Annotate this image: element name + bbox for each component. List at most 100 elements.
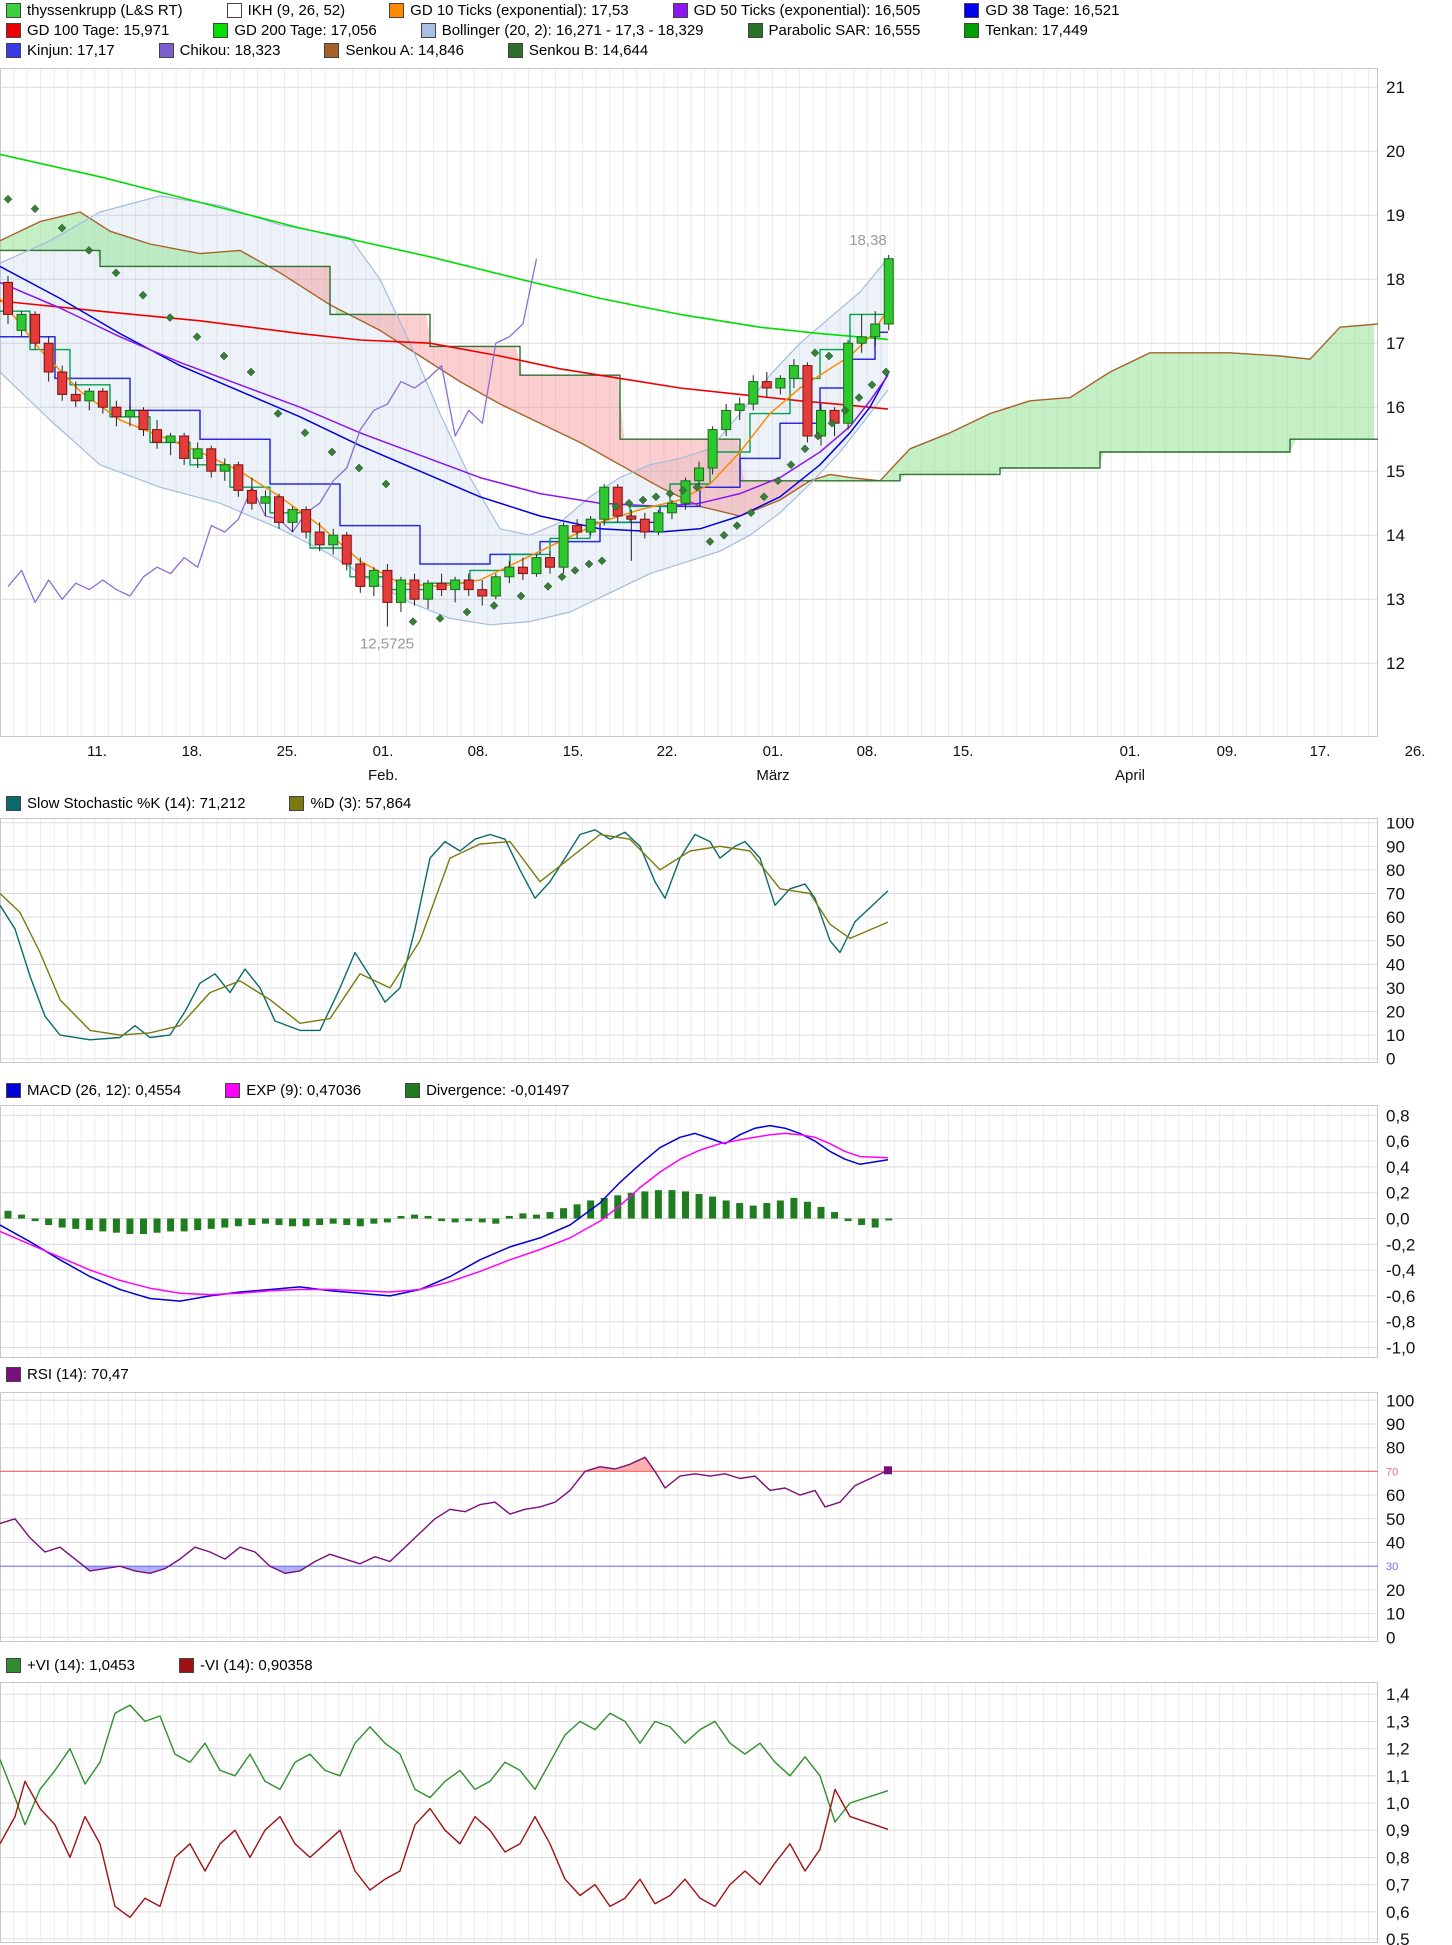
macd-legend-item: EXP (9): 0,47036 — [225, 1082, 361, 1099]
svg-text:-0,6: -0,6 — [1386, 1287, 1415, 1306]
main-legend-item: GD 10 Ticks (exponential): 17,53 — [389, 2, 629, 19]
svg-text:0,6: 0,6 — [1386, 1132, 1410, 1151]
svg-text:13: 13 — [1386, 590, 1405, 609]
vortex-legend-item: -VI (14): 0,90358 — [179, 1657, 313, 1674]
svg-text:22.: 22. — [657, 743, 678, 760]
main-legend-item: Tenkan: 17,449 — [964, 22, 1088, 39]
main-legend-item: Senkou B: 14,644 — [507, 42, 649, 59]
legend-label: %D (3): 57,864 — [310, 795, 412, 812]
svg-text:70: 70 — [1386, 885, 1405, 904]
svg-text:30: 30 — [1386, 979, 1405, 998]
svg-text:20: 20 — [1386, 142, 1405, 161]
svg-text:0,9: 0,9 — [1386, 1821, 1410, 1840]
vortex-legend: +VI (14): 1,0453 -VI (14): 0,90358 — [6, 1657, 313, 1674]
main-legend-item: GD 50 Ticks (exponential): 16,505 — [672, 2, 921, 19]
stochastic-panel: 100 90 80 70 60 50 40 30 20 10 0 — [0, 818, 1452, 1065]
svg-text:09.: 09. — [1217, 743, 1238, 760]
svg-text:18,38: 18,38 — [849, 232, 887, 249]
svg-text:20: 20 — [1386, 1581, 1405, 1600]
rsi-legend: RSI (14): 70,47 — [6, 1366, 129, 1383]
vortex-legend-item: +VI (14): 1,0453 — [6, 1657, 135, 1674]
legend-swatch-icon — [507, 43, 523, 58]
svg-text:15: 15 — [1386, 462, 1405, 481]
svg-text:01.: 01. — [373, 743, 394, 760]
legend-swatch-icon — [324, 43, 340, 58]
legend-swatch-icon — [6, 796, 21, 811]
stochastic-legend-item: %D (3): 57,864 — [289, 795, 411, 812]
svg-text:80: 80 — [1386, 861, 1405, 880]
svg-text:100: 100 — [1386, 818, 1414, 833]
stochastic-legend-item: Slow Stochastic %K (14): 71,212 — [6, 795, 245, 812]
vortex-canvas[interactable]: 1,4 1,3 1,2 1,1 1,0 0,9 0,8 0,7 0,6 0,5 — [0, 1682, 1452, 1945]
main-legend-item: GD 200 Tage: 17,056 — [213, 22, 377, 39]
svg-text:20: 20 — [1386, 1003, 1405, 1022]
svg-text:0,8: 0,8 — [1386, 1106, 1410, 1125]
main-legend-item: IKH (9, 26, 52) — [226, 2, 345, 19]
svg-text:-0,4: -0,4 — [1386, 1261, 1415, 1280]
svg-text:-0,2: -0,2 — [1386, 1235, 1415, 1254]
rsi-legend-item: RSI (14): 70,47 — [6, 1366, 129, 1383]
legend-label: GD 200 Tage: 17,056 — [234, 22, 377, 39]
svg-text:1,0: 1,0 — [1386, 1794, 1410, 1813]
svg-text:0: 0 — [1386, 1050, 1395, 1065]
legend-label: GD 10 Ticks (exponential): 17,53 — [410, 2, 629, 19]
legend-label: Chikou: 18,323 — [179, 42, 281, 59]
legend-label: RSI (14): 70,47 — [27, 1366, 129, 1383]
legend-label: Parabolic SAR: 16,555 — [768, 22, 921, 39]
svg-text:1,2: 1,2 — [1386, 1740, 1410, 1759]
main-chart-canvas[interactable]: 21 20 19 18 17 16 15 14 13 12 18,38 12,5725 11. 18. 25… — [0, 68, 1452, 794]
macd-panel: 0,8 0,6 0,4 0,2 0,0 -0,2 -0,4 -0,6 -0,8 -1,0 — [0, 1105, 1452, 1360]
svg-text:0,2: 0,2 — [1386, 1184, 1410, 1203]
svg-text:0,6: 0,6 — [1386, 1903, 1410, 1922]
legend-label: Tenkan: 17,449 — [985, 22, 1088, 39]
svg-text:90: 90 — [1386, 837, 1405, 856]
main-chart-panel: 21 20 19 18 17 16 15 14 13 12 18,38 12,5725 11. 18. 25… — [0, 68, 1452, 794]
legend-swatch-icon — [225, 1083, 241, 1098]
main-chart-legend: thyssenkrupp (L&S RT) IKH (9, 26, 52) GD 1… — [6, 2, 1119, 59]
macd-legend-item: MACD (26, 12): 0,4554 — [6, 1082, 181, 1099]
legend-label: GD 50 Ticks (exponential): 16,505 — [693, 2, 921, 19]
legend-swatch-icon — [389, 3, 405, 18]
svg-text:90: 90 — [1386, 1415, 1405, 1434]
legend-label: GD 38 Tage: 16,521 — [985, 2, 1120, 19]
legend-label: MACD (26, 12): 0,4554 — [27, 1082, 182, 1099]
svg-text:30: 30 — [1386, 1561, 1398, 1573]
legend-swatch-icon — [420, 23, 436, 38]
legend-label: Divergence: -0,01497 — [426, 1082, 570, 1099]
legend-swatch-icon — [6, 1367, 21, 1382]
legend-swatch-icon — [6, 23, 21, 38]
legend-label: Bollinger (20, 2): 16,271 - 17,3 - 18,32… — [441, 22, 704, 39]
svg-text:11.: 11. — [87, 743, 107, 760]
svg-text:40: 40 — [1386, 1533, 1405, 1552]
svg-text:10: 10 — [1386, 1026, 1405, 1045]
svg-text:-0,8: -0,8 — [1386, 1313, 1415, 1332]
svg-text:60: 60 — [1386, 908, 1405, 927]
stochastic-legend: Slow Stochastic %K (14): 71,212 %D (3): 5… — [6, 795, 411, 812]
legend-swatch-icon — [158, 43, 174, 58]
svg-text:01.: 01. — [763, 743, 784, 760]
macd-canvas[interactable]: 0,8 0,6 0,4 0,2 0,0 -0,2 -0,4 -0,6 -0,8 -1,0 — [0, 1105, 1452, 1360]
legend-label: EXP (9): 0,47036 — [246, 1082, 362, 1099]
svg-text:25.: 25. — [277, 743, 298, 760]
legend-label: Kinjun: 17,17 — [27, 42, 115, 59]
svg-text:Feb.: Feb. — [368, 767, 398, 784]
legend-label: Senkou B: 14,644 — [528, 42, 649, 59]
svg-text:18.: 18. — [182, 743, 203, 760]
svg-text:-1,0: -1,0 — [1386, 1339, 1415, 1358]
svg-text:17.: 17. — [1310, 743, 1331, 760]
main-legend-item: Parabolic SAR: 16,555 — [747, 22, 921, 39]
svg-text:0,7: 0,7 — [1386, 1876, 1410, 1895]
svg-text:19: 19 — [1386, 206, 1405, 225]
svg-text:70: 70 — [1386, 1466, 1398, 1478]
rsi-panel: 100 90 80 60 50 40 20 10 0 70 30 — [0, 1392, 1452, 1652]
legend-label: GD 100 Tage: 15,971 — [27, 22, 170, 39]
svg-text:0,0: 0,0 — [1386, 1210, 1410, 1229]
svg-text:50: 50 — [1386, 1510, 1405, 1529]
svg-text:0,8: 0,8 — [1386, 1848, 1410, 1867]
legend-swatch-icon — [405, 1083, 421, 1098]
svg-text:12: 12 — [1386, 654, 1405, 673]
legend-swatch-icon — [226, 3, 242, 18]
